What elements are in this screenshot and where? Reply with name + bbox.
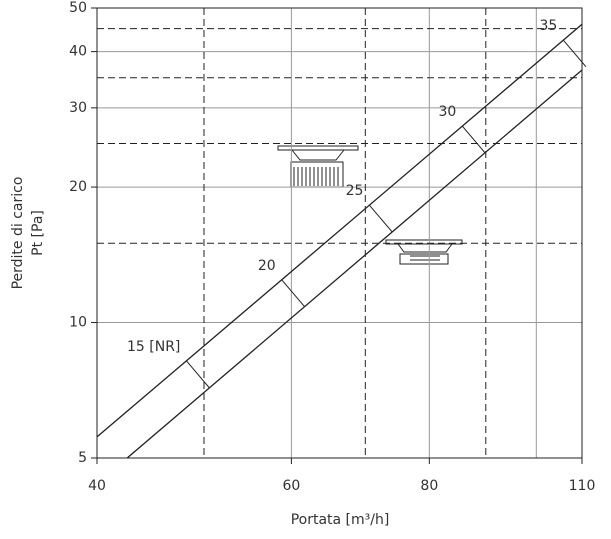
y-tick-label: 30 xyxy=(69,100,87,116)
nr-connector xyxy=(461,125,486,154)
nr-connector xyxy=(186,360,210,389)
nr-label: 25 xyxy=(346,183,364,199)
y-axis-label: Pt [Pa] xyxy=(30,210,46,256)
plot-frame xyxy=(96,7,583,459)
nr-connector xyxy=(281,279,305,307)
x-axis-label: Portata [m³/h] xyxy=(291,512,390,528)
line xyxy=(96,23,583,438)
nr-label: 30 xyxy=(438,104,456,120)
nr-connector xyxy=(562,39,587,68)
nr-label: 35 xyxy=(540,18,558,34)
x-tick-label: 60 xyxy=(282,478,300,494)
equipment-icon xyxy=(277,145,359,188)
nr-label: 15 [NR] xyxy=(127,339,180,355)
x-tick-label: 110 xyxy=(569,478,596,494)
y-tick-label: 5 xyxy=(78,450,87,466)
y-axis-label: Perdite di carico xyxy=(10,177,26,290)
y-tick-label: 40 xyxy=(69,44,87,60)
x-tick-label: 80 xyxy=(420,478,438,494)
line xyxy=(126,69,583,459)
y-tick-label: 10 xyxy=(69,315,87,331)
y-tick-label: 20 xyxy=(69,179,87,195)
nr-connector xyxy=(369,204,393,233)
equipment-icon xyxy=(385,239,463,265)
y-tick-label: 50 xyxy=(69,0,87,16)
nr-label: 20 xyxy=(258,258,276,274)
x-tick-label: 40 xyxy=(88,478,106,494)
